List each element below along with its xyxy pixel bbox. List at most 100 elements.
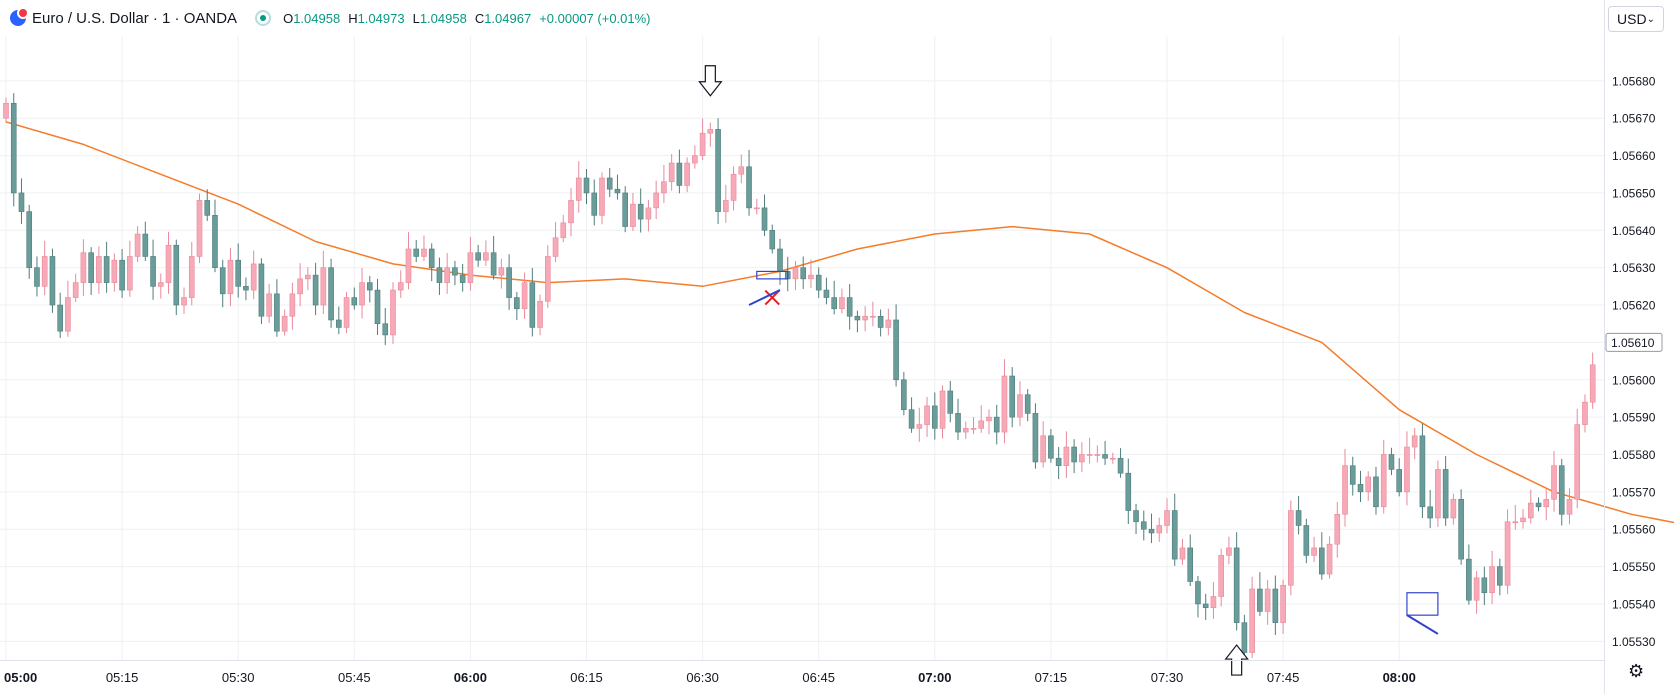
currency-selector[interactable]: USD ⌄ (1608, 6, 1664, 32)
candle-down (1102, 441, 1108, 465)
ohlc-high: H1.04973 (348, 11, 404, 26)
time-tick-label: 06:00 (454, 670, 487, 685)
candle-body (405, 248, 412, 283)
candle-body (1326, 543, 1333, 575)
candle-body (1187, 547, 1194, 582)
candle-body (212, 215, 218, 268)
close-value: 1.04967 (484, 10, 532, 26)
open-label: O (283, 10, 294, 26)
candle-down (1187, 534, 1194, 587)
candle-body (1133, 510, 1139, 523)
time-tick-label: 05:00 (4, 670, 37, 685)
candle-down (328, 258, 334, 328)
candle-down (1466, 544, 1472, 605)
candle-body (297, 278, 303, 295)
candle-down (715, 118, 721, 224)
candle-down (475, 244, 481, 267)
candle-body (645, 207, 652, 220)
candle-down (150, 239, 156, 300)
trend-line[interactable] (1406, 614, 1439, 635)
candle-down (1071, 439, 1077, 474)
candle-down (761, 194, 768, 236)
candle-up (1311, 536, 1317, 563)
candle-body (413, 248, 420, 257)
candle-body (1334, 513, 1341, 545)
candle-up (870, 301, 876, 327)
candle-up (753, 198, 760, 215)
candle-down (212, 199, 218, 273)
annotation-box[interactable] (1406, 592, 1439, 616)
arrow-down-icon[interactable] (698, 65, 723, 97)
candle-body (359, 282, 365, 306)
candle-body (769, 229, 776, 250)
candle-body (1171, 510, 1178, 560)
candle-body (901, 379, 907, 410)
time-tick-label: 05:15 (106, 670, 139, 685)
candle-body (1040, 435, 1046, 463)
candle-body (947, 390, 954, 414)
candle-body (738, 166, 745, 175)
cross-mark-icon[interactable] (764, 289, 780, 306)
candle-body (1048, 435, 1054, 459)
candle-body (777, 248, 783, 272)
candle-body (1063, 446, 1070, 467)
candle-down (1272, 575, 1279, 635)
candle-body (661, 181, 667, 194)
annotation-box[interactable] (756, 270, 789, 280)
candle-body (1001, 375, 1008, 433)
candle-body (723, 200, 729, 212)
candle-body (614, 188, 621, 194)
price-axis[interactable]: 1.05680 1.05670 1.05660 1.05650 1.05640 1.056… (1605, 74, 1663, 649)
candle-body (761, 207, 768, 231)
candle-down (877, 309, 884, 337)
candle-down (1171, 493, 1178, 566)
candle-down (1388, 447, 1395, 476)
candle-up (1210, 581, 1217, 619)
candle-body (870, 315, 876, 318)
candle-down (10, 93, 17, 207)
candle-body (1566, 499, 1573, 515)
candle-up (266, 283, 272, 323)
candle-body (444, 267, 450, 283)
candle-body (18, 192, 25, 212)
candle-up (692, 145, 698, 169)
candle-body (862, 315, 868, 321)
candle-up (188, 241, 195, 306)
candle-body (986, 416, 992, 422)
candle-body (630, 203, 636, 227)
market-status-icon[interactable] (255, 10, 272, 26)
candle-body (1249, 588, 1255, 653)
symbol-title[interactable]: Euro / U.S. Dollar · 1 · OANDA (32, 9, 238, 27)
candle-up (707, 122, 714, 147)
candle-body (158, 282, 164, 287)
candle-body (676, 162, 683, 186)
candle-body (1280, 584, 1286, 623)
candle-body (72, 282, 79, 298)
candle-body (529, 282, 536, 328)
settings-gear-icon[interactable]: ⚙ (1628, 661, 1645, 681)
candle-up (127, 240, 133, 297)
trend-line[interactable] (748, 289, 781, 306)
candle-body (831, 297, 837, 310)
candle-up (1411, 427, 1418, 460)
candle-body (1202, 603, 1209, 608)
candle-body (26, 211, 33, 268)
candle-down (88, 247, 94, 295)
candle-body (181, 297, 187, 306)
candle-body (1272, 588, 1279, 623)
candle-body (219, 267, 226, 295)
candle-body (1311, 547, 1317, 556)
candle-body (1380, 454, 1387, 508)
candle-down (1458, 489, 1464, 565)
time-axis[interactable]: 05:00 05:15 05:30 05:45 06:00 06:15 06:30 06:45… (4, 670, 1416, 685)
candle-body (1009, 375, 1016, 418)
candle-body (916, 424, 923, 429)
annotations-layer[interactable] (698, 65, 1439, 676)
candle-body (1164, 510, 1170, 526)
candle-body (328, 267, 334, 321)
symbol-logo-icon[interactable] (10, 7, 29, 26)
candle-down (676, 149, 683, 194)
candle-body (668, 162, 675, 183)
candle-down (1535, 497, 1542, 512)
